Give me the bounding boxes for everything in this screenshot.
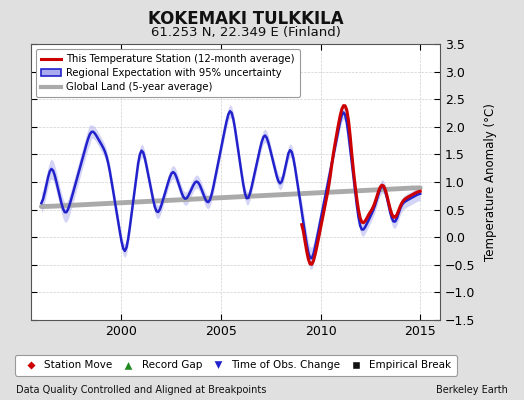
- Y-axis label: Temperature Anomaly (°C): Temperature Anomaly (°C): [484, 103, 497, 261]
- Text: Berkeley Earth: Berkeley Earth: [436, 385, 508, 395]
- Text: Data Quality Controlled and Aligned at Breakpoints: Data Quality Controlled and Aligned at B…: [16, 385, 266, 395]
- Legend: Station Move, Record Gap, Time of Obs. Change, Empirical Break: Station Move, Record Gap, Time of Obs. C…: [15, 355, 456, 376]
- Text: KOKEMAKI TULKKILA: KOKEMAKI TULKKILA: [148, 10, 344, 28]
- Text: 61.253 N, 22.349 E (Finland): 61.253 N, 22.349 E (Finland): [151, 26, 341, 39]
